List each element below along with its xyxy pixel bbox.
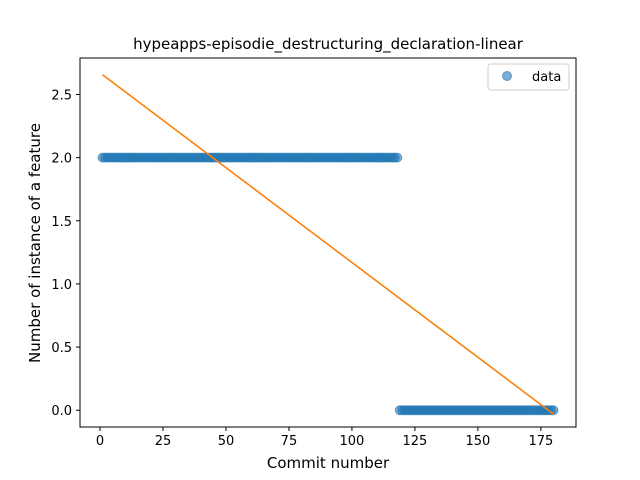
x-tick-label: 100 bbox=[340, 434, 365, 449]
legend: data bbox=[487, 63, 570, 91]
x-axis-label: Commit number bbox=[267, 454, 390, 472]
x-tick-label: 150 bbox=[465, 434, 490, 449]
legend-box bbox=[487, 63, 570, 91]
x-tick-label: 25 bbox=[155, 434, 172, 449]
y-tick-label: 0.5 bbox=[51, 341, 72, 356]
legend-marker-data bbox=[502, 71, 512, 81]
y-tick-label: 0.0 bbox=[51, 404, 72, 419]
y-tick-label: 2.5 bbox=[51, 88, 72, 103]
axis-ticks: 0 25 50 75 100 125 150 175 0.0 0.5 1.0 1.5 2.0 2.5 bbox=[51, 57, 577, 449]
x-tick-label: 175 bbox=[528, 434, 553, 449]
y-tick-label: 1.0 bbox=[51, 278, 72, 293]
x-tick-label: 0 bbox=[96, 434, 104, 449]
legend-label-data: data bbox=[532, 70, 561, 85]
y-tick-label: 1.5 bbox=[51, 215, 72, 230]
fit-line bbox=[102, 74, 554, 415]
y-tick-label: 2.0 bbox=[51, 152, 72, 167]
x-tick-label: 75 bbox=[281, 434, 298, 449]
x-tick-label: 125 bbox=[402, 434, 427, 449]
chart-title: hypeapps-episodie_destructuring_declarat… bbox=[133, 35, 524, 54]
y-axis-label: Number of instance of a feature bbox=[26, 123, 44, 363]
data-point bbox=[392, 152, 403, 163]
axes-frame bbox=[79, 57, 577, 428]
x-tick-label: 50 bbox=[218, 434, 235, 449]
plot-area bbox=[97, 74, 559, 416]
